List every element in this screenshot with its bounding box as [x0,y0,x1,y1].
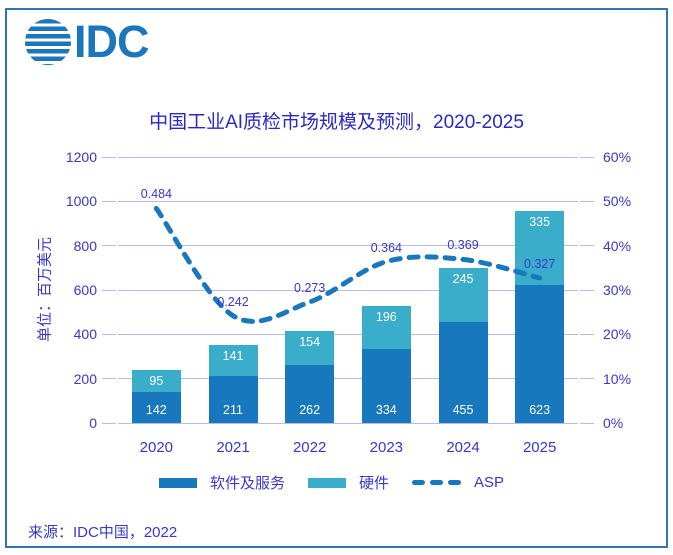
left-axis-tick [102,156,116,158]
right-axis-tick-label: 60% [603,149,632,165]
right-axis-tick-label: 0% [603,415,624,431]
right-axis-tick-label: 10% [603,370,632,387]
right-axis-tick-label: 40% [603,237,632,254]
asp-point-label: 0.327 [524,257,556,272]
source-note: 来源：IDC中国，2022 [28,524,178,541]
legend-label-software: 软件及服务 [209,475,285,492]
bar-value-hardware: 196 [375,309,397,324]
right-axis-tick [580,156,594,158]
left-axis-tick [102,333,116,335]
bar-segment-software: 623 [515,284,565,423]
left-axis-tick-label: 800 [73,237,97,254]
bar-segment-software: 211 [208,376,258,423]
gridline [118,245,578,247]
bar-segment-software: 262 [285,364,335,423]
legend-label-hardware: 硬件 [358,475,389,492]
right-axis-tick [580,245,594,247]
left-axis-tick-label: 1000 [65,193,97,210]
gridline [118,289,578,291]
left-axis-tick [102,289,116,291]
idc-logo: IDC [25,19,149,65]
gridline [118,200,578,202]
left-axis-tick-label: 400 [73,326,97,343]
bar-value-hardware: 335 [529,214,551,229]
plot-area: 142 95 211 141 262 154 334 196 455 245 623 335 [118,156,578,424]
right-axis-tick [580,333,594,335]
gridline [118,333,578,335]
bar-value-hardware: 245 [452,271,474,286]
left-axis-tick [102,245,116,247]
bar-segment-hardware: 141 [208,344,258,377]
bar-segment-hardware: 196 [361,305,411,349]
bar-value-hardware: 141 [222,348,244,363]
x-axis-tick-label: 2023 [369,439,404,456]
asp-line [153,205,543,324]
asp-point-label: 0.273 [294,280,326,295]
asp-line-path [153,205,543,324]
legend-swatch-software [158,477,197,488]
asp-point-label: 0.364 [370,240,402,255]
bar-segment-hardware: 95 [131,370,181,392]
bar-value-software: 623 [529,402,551,417]
chart-title: 中国工业AI质检市场规模及预测，2020-2025 [149,112,524,133]
left-axis-tick-label: 1200 [65,149,97,165]
left-axis-tick-label: 0 [89,415,97,431]
gridline [118,378,578,380]
gridline [118,422,578,424]
right-axis-tick-label: 30% [603,282,632,298]
right-axis-tick-label: 20% [603,326,632,343]
right-axis-tick [580,422,594,424]
legend: 软件及服务 硬件 ASP [0,472,673,493]
x-axis-tick-label: 2022 [292,439,327,456]
asp-point-label: 0.369 [447,238,479,253]
asp-point-label: 0.484 [140,187,172,202]
right-axis-tick [580,378,594,380]
bar-segment-software: 455 [438,322,488,423]
bar-value-hardware: 95 [149,374,164,389]
bar-value-software: 334 [375,402,397,417]
x-axis-tick-label: 2025 [522,439,557,456]
bar-segment-software: 142 [131,391,181,423]
x-axis-tick-label: 2020 [139,439,174,456]
left-axis-tick-label: 600 [73,282,97,298]
bar-value-software: 455 [452,402,474,417]
right-axis-tick-label: 50% [603,193,632,210]
left-axis-tick [102,378,116,380]
left-axis-tick [102,200,116,202]
left-axis-tick-label: 200 [73,370,97,387]
idc-globe-icon [25,19,71,65]
bar-value-software: 262 [299,402,321,417]
legend-swatch-hardware [307,477,346,488]
x-axis-tick-label: 2021 [216,439,250,456]
bar-value-software: 211 [223,402,243,417]
bar-segment-software: 334 [361,348,411,423]
bar-segment-hardware: 154 [285,330,335,365]
left-axis-tick [102,422,116,424]
asp-point-label: 0.242 [217,294,249,309]
x-axis-tick-label: 2024 [446,439,480,456]
gridline [118,156,578,158]
legend-label-asp: ASP [474,474,505,491]
bar-segment-hardware: 245 [438,267,488,323]
bar-value-hardware: 154 [299,334,321,349]
legend-swatch-asp-dashes [412,480,461,485]
right-axis-tick [580,200,594,202]
idc-logo-text: IDC [74,16,149,67]
bar-value-software: 142 [145,402,167,417]
right-axis-tick [580,289,594,291]
